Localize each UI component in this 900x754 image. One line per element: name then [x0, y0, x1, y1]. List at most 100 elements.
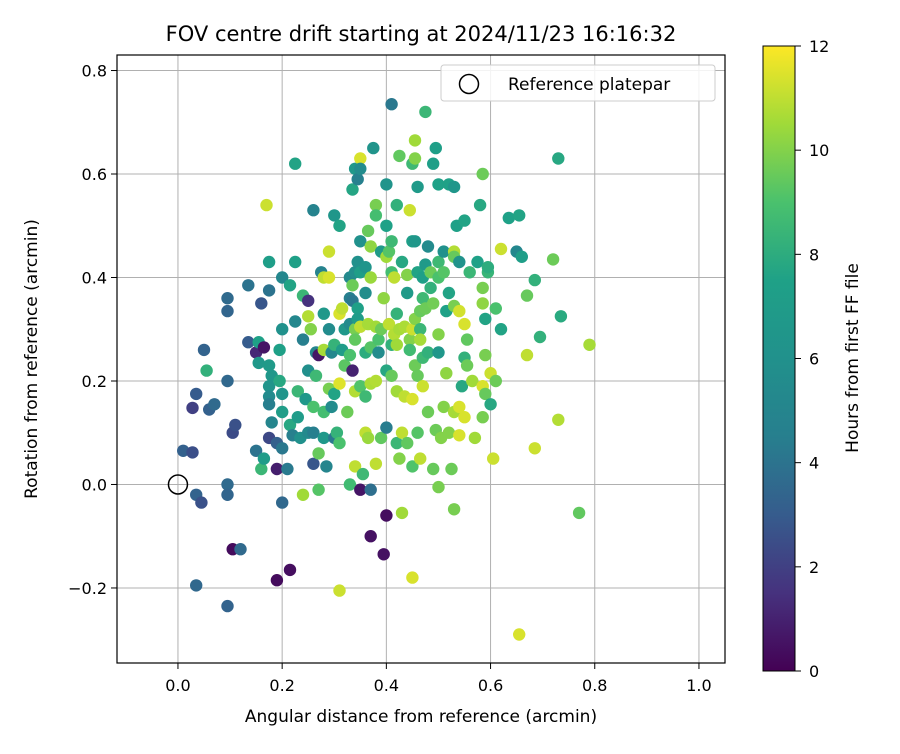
scatter-point — [364, 530, 377, 543]
scatter-point — [473, 198, 487, 212]
scatter-point — [309, 369, 323, 382]
scatter-point — [359, 261, 372, 274]
scatter-point — [419, 105, 432, 119]
scatter-point — [257, 452, 271, 465]
legend: Reference platepar — [440, 64, 716, 102]
scatter-point — [403, 204, 416, 217]
scatter-point — [432, 178, 445, 191]
scatter-point — [442, 286, 456, 300]
scatter-point — [354, 483, 367, 496]
scatter-point — [195, 496, 208, 509]
scatter-point — [249, 444, 263, 457]
scatter-point — [367, 141, 380, 155]
scatter-point — [359, 286, 372, 300]
scatter-point — [208, 398, 221, 411]
scatter-point — [489, 302, 502, 315]
scatter-point — [401, 268, 414, 282]
scatter-point — [432, 480, 445, 494]
scatter-point — [221, 374, 234, 388]
scatter-point — [260, 198, 273, 212]
scatter-point — [369, 457, 383, 470]
scatter-point — [476, 167, 489, 181]
scatter-point — [354, 235, 367, 248]
scatter-point — [265, 416, 278, 429]
scatter-point — [380, 219, 393, 232]
scatter-point — [234, 543, 247, 556]
scatter-point — [414, 323, 427, 336]
scatter-point — [346, 183, 359, 196]
y-axis-ticks: −0.2 0.0 0.2 0.4 0.6 0.8 — [68, 62, 117, 598]
x-tick-label: 0.8 — [582, 676, 607, 695]
scatter-point — [296, 333, 310, 346]
colorbar-ticks: 0 2 4 6 8 10 12 — [795, 37, 829, 681]
scatter-point — [463, 266, 476, 279]
scatter-point — [437, 245, 450, 258]
scatter-point — [382, 245, 396, 258]
scatter-point — [186, 401, 199, 415]
scatter-point — [307, 457, 320, 470]
scatter-point — [468, 431, 482, 445]
scatter-point — [364, 483, 377, 496]
scatter-point — [385, 235, 398, 248]
scatter-point — [333, 436, 346, 450]
scatter-point — [276, 323, 289, 336]
scatter-point — [414, 452, 427, 465]
scatter-point — [406, 460, 419, 473]
scatter-point — [354, 380, 367, 393]
scatter-point — [351, 302, 364, 315]
scatter-point — [385, 369, 398, 382]
scatter-point — [262, 284, 276, 297]
scatter-point — [395, 506, 409, 520]
scatter-point — [328, 209, 341, 222]
scatter-point — [364, 271, 377, 284]
legend-label: Reference platepar — [508, 75, 670, 95]
scatter-point — [302, 294, 315, 307]
scatter-point — [312, 483, 325, 496]
scatter-point — [416, 292, 429, 305]
scatter-point — [322, 271, 336, 284]
scatter-point — [281, 462, 294, 476]
scatter-point — [273, 343, 286, 357]
scatter-point — [427, 462, 440, 476]
y-tick-label: 0.4 — [82, 269, 107, 288]
scatter-point — [515, 250, 528, 263]
scatter-point — [307, 426, 320, 439]
scatter-point — [390, 338, 403, 351]
scatter-point — [432, 328, 445, 341]
legend-marker-icon — [458, 73, 480, 95]
scatter-point — [289, 315, 302, 328]
scatter-point — [460, 333, 474, 346]
scatter-point — [186, 446, 199, 459]
scatter-point — [273, 374, 286, 388]
scatter-point — [361, 431, 375, 445]
scatter-point — [255, 462, 268, 476]
scatter-point — [283, 563, 297, 577]
scatter-point — [458, 317, 471, 331]
colorbar-tick-label: 8 — [809, 245, 819, 264]
scatter-point — [343, 348, 357, 362]
scatter-point — [369, 209, 383, 222]
scatter-point — [414, 333, 427, 346]
scatter-point — [348, 460, 362, 473]
scatter-point — [377, 292, 390, 305]
scatter-point — [242, 279, 255, 292]
colorbar-gradient — [762, 45, 796, 672]
scatter-point — [200, 364, 213, 377]
scatter-point — [484, 398, 497, 411]
scatter-point — [276, 271, 289, 284]
scatter-point — [177, 444, 190, 457]
scatter-point — [325, 400, 338, 414]
scatter-point — [317, 307, 330, 320]
scatter-point — [255, 297, 268, 310]
scatter-point — [403, 343, 416, 357]
scatter-point — [583, 338, 596, 351]
scatter-point — [296, 488, 310, 501]
scatter-point — [520, 289, 534, 302]
scatter-point — [421, 346, 435, 359]
scatter-point — [341, 405, 354, 419]
scatter-point — [445, 462, 458, 476]
scatter-point — [520, 348, 534, 362]
scatter-point — [380, 421, 393, 434]
x-tick-label: 1.0 — [686, 676, 711, 695]
scatter-point — [455, 380, 469, 393]
